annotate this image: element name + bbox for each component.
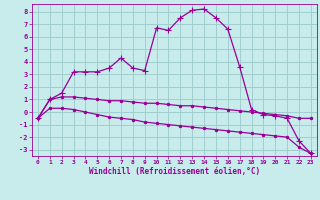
X-axis label: Windchill (Refroidissement éolien,°C): Windchill (Refroidissement éolien,°C) bbox=[89, 167, 260, 176]
